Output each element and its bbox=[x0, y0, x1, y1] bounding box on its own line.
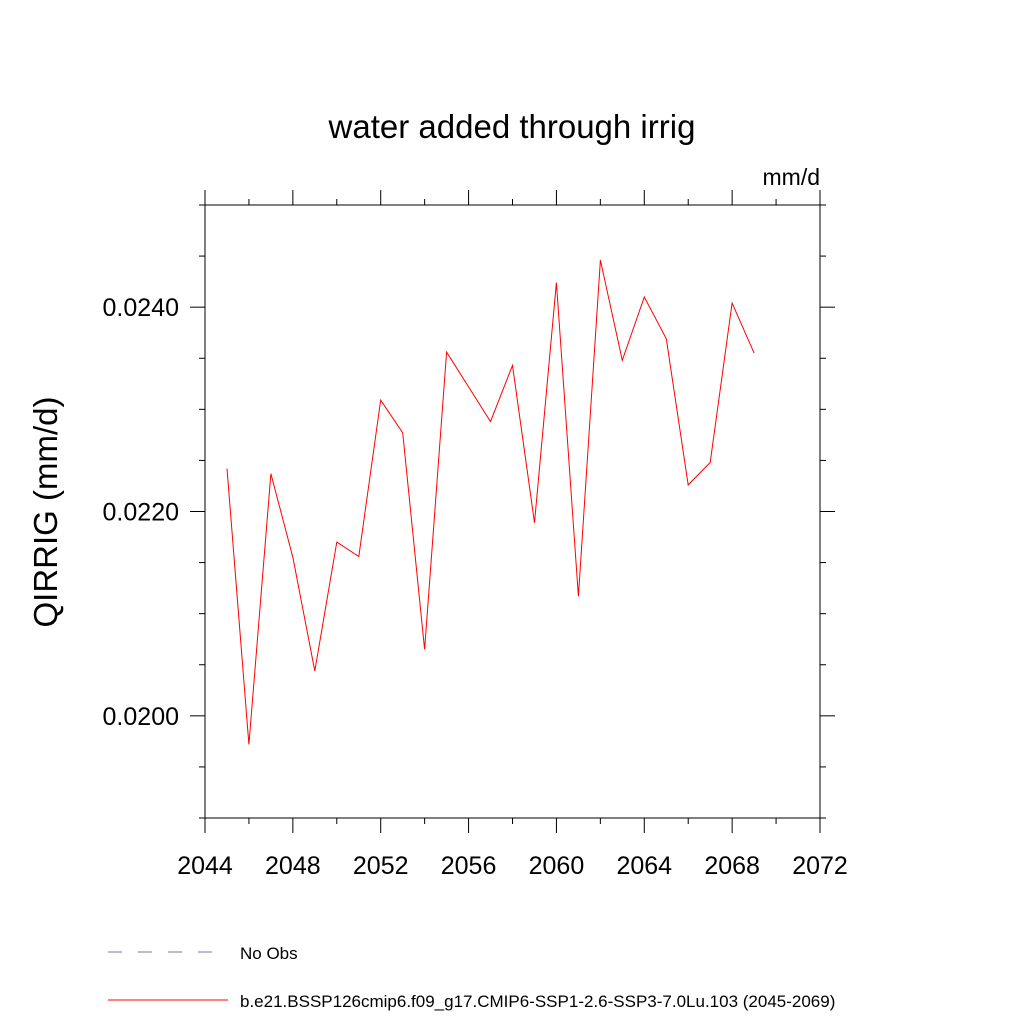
units-label: mm/d bbox=[763, 164, 821, 190]
x-axis: 2044 2048 2052 2056 2060 2064 2068 2072 bbox=[177, 190, 848, 880]
x-tick-label: 2056 bbox=[441, 852, 497, 880]
plot-frame bbox=[204, 204, 821, 819]
x-tick-label: 2072 bbox=[792, 852, 848, 880]
x-tick-label: 2060 bbox=[529, 852, 585, 880]
chart-title: water added through irrig bbox=[328, 108, 696, 145]
legend-label: b.e21.BSSP126cmip6.f09_g17.CMIP6-SSP1-2.… bbox=[240, 992, 835, 1011]
legend: No Obs b.e21.BSSP126cmip6.f09_g17.CMIP6-S… bbox=[108, 944, 835, 1011]
series-layer bbox=[226, 260, 755, 745]
x-tick-label: 2052 bbox=[353, 852, 409, 880]
legend-label: No Obs bbox=[240, 944, 298, 963]
y-tick-label: 0.0240 bbox=[103, 294, 179, 322]
y-tick-label: 0.0220 bbox=[103, 499, 179, 527]
y-axis: 0.0200 0.0220 0.0240 bbox=[103, 204, 835, 819]
x-tick-label: 2068 bbox=[704, 852, 760, 880]
x-tick-label: 2064 bbox=[616, 852, 672, 880]
series-line bbox=[226, 260, 755, 745]
y-axis-label: QIRRIG (mm/d) bbox=[27, 397, 64, 628]
x-tick-label: 2044 bbox=[177, 852, 233, 880]
y-tick-label: 0.0200 bbox=[103, 703, 179, 731]
x-tick-label: 2048 bbox=[265, 852, 321, 880]
